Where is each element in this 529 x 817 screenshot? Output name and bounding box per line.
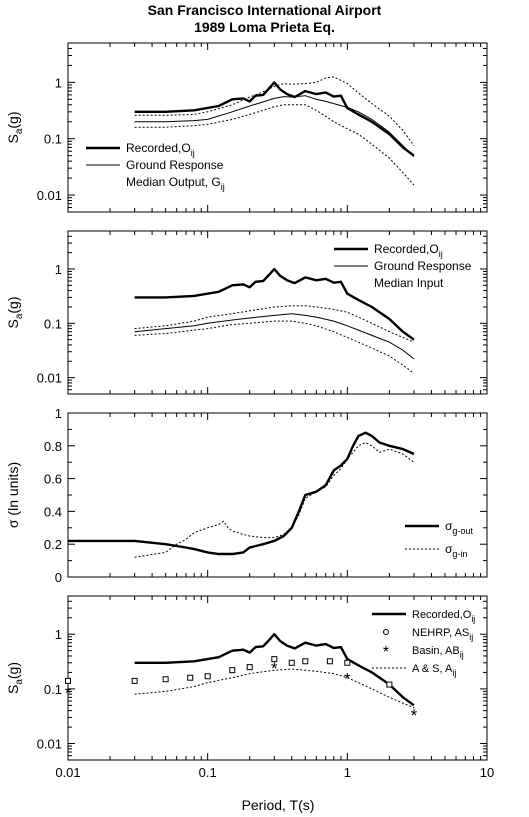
legend-label: Recorded,Oij [126, 141, 195, 158]
square-marker [65, 677, 71, 684]
y-axis-label: σ (ln units) [5, 462, 21, 528]
square-marker [386, 681, 393, 688]
y-tick-label: 1 [55, 75, 62, 90]
legend-label: Median Output, Gij [126, 175, 225, 192]
x-tick-label: 1 [344, 765, 351, 780]
square-marker [229, 667, 236, 674]
legend-label: Recorded,Oij [374, 242, 443, 259]
legend-marker: * [383, 644, 389, 661]
legend-label: Ground Response [374, 259, 472, 273]
asterisk-marker: * [411, 706, 418, 725]
series-line-thin [134, 313, 415, 360]
asterisk-marker: * [65, 683, 72, 702]
y-tick-label: 1 [55, 262, 62, 277]
y-tick-label: 1 [55, 406, 62, 421]
x-tick-label: 0.1 [199, 765, 217, 780]
legend-label: Ground Response [126, 158, 224, 172]
legend-label: Basin, ABij [412, 645, 464, 660]
legend-label: A & S, Aij [412, 663, 456, 678]
y-tick-label: 0.01 [37, 737, 62, 752]
y-tick-label: 0.01 [37, 371, 62, 386]
legend-label: NEHRP, ASij [412, 627, 473, 642]
x-tick-label: 10 [480, 765, 494, 780]
square-marker [302, 658, 309, 665]
x-tick-label: 0.01 [55, 765, 80, 780]
plot-frame [67, 230, 488, 395]
y-tick-label: 0.1 [44, 132, 62, 147]
y-tick-label: 0.8 [44, 439, 62, 454]
y-tick-label: 0.01 [37, 188, 62, 203]
plot-frame [67, 42, 488, 213]
legend-label: σg-out [445, 519, 473, 536]
square-marker [271, 656, 278, 663]
plot-frame [67, 412, 488, 578]
panel-3: 0 0.2 0.4 0.6 0.8 1 σ (ln units) σg-out σg-in [5, 406, 488, 585]
series-line-dotted [134, 668, 415, 709]
legend-label: σg-in [445, 542, 467, 559]
y-tick-label: 0.1 [44, 316, 62, 331]
y-axis-label: Sa(g) [5, 662, 25, 694]
y-tick-label: 0.2 [44, 537, 62, 552]
square-marker [162, 676, 169, 683]
y-tick-label: 0.1 [44, 682, 62, 697]
x-axis-label: Period, T(s) [242, 797, 315, 813]
y-tick-label: 0.4 [44, 504, 62, 519]
square-marker [326, 658, 333, 665]
series-line-dotted [134, 320, 415, 374]
square-marker [131, 677, 138, 684]
square-marker [187, 674, 194, 681]
y-axis-label: Sa(g) [5, 111, 25, 143]
series-line-thick [134, 267, 415, 341]
series-line-dotted [134, 76, 415, 146]
square-marker [204, 673, 211, 680]
title-line-1: San Francisco International Airport [147, 2, 382, 18]
y-tick-label: 1 [55, 627, 62, 642]
series-line-thin [134, 95, 415, 158]
y-axis-label: Sa(g) [5, 296, 25, 328]
square-marker [344, 659, 351, 666]
series-line-thick [134, 81, 415, 157]
series-line-dotted [134, 305, 415, 343]
figure-title: San Francisco International Airport 1989… [0, 2, 529, 36]
asterisk-marker: * [271, 659, 278, 678]
y-tick-label: 0.6 [44, 472, 62, 487]
series-line-dotted [134, 104, 415, 186]
series-line-dotted [134, 442, 415, 558]
legend-label: Median Input [374, 276, 444, 290]
square-marker [288, 659, 295, 666]
square-marker [246, 664, 253, 671]
panel-4: 0.01 0.1 1 10 0.01 0.1 1 Sa(g) * * * * Recorded,Oij N… [5, 595, 494, 780]
y-tick-label: 0 [55, 570, 62, 585]
series-line-thick [134, 633, 415, 707]
legend-label: Recorded,Oij [412, 609, 475, 624]
asterisk-marker: * [344, 670, 351, 689]
title-line-2: 1989 Loma Prieta Eq. [194, 19, 335, 35]
legend-marker [383, 629, 389, 635]
series-line-thick [68, 431, 415, 556]
